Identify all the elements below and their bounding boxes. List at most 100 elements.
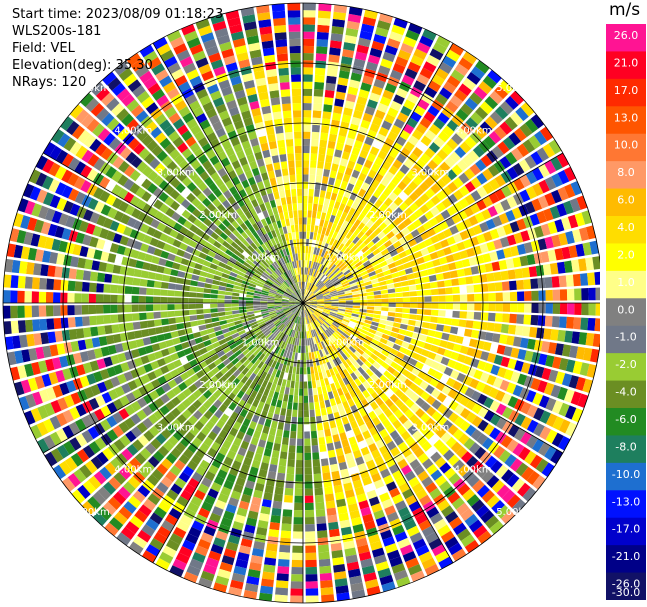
velocity-gate <box>198 276 207 283</box>
velocity-gate <box>176 520 190 533</box>
velocity-gate <box>288 303 296 305</box>
velocity-gate <box>389 430 400 440</box>
velocity-gate <box>217 394 227 403</box>
velocity-gate <box>174 297 182 303</box>
velocity-gate <box>245 124 256 134</box>
velocity-gate <box>373 479 385 489</box>
velocity-gate <box>271 507 282 517</box>
velocity-gate <box>172 558 187 571</box>
velocity-gate <box>131 286 140 295</box>
velocity-gate <box>316 255 321 263</box>
velocity-gate <box>186 353 195 362</box>
velocity-gate <box>313 96 323 104</box>
velocity-gate <box>38 291 47 303</box>
velocity-gate <box>516 243 527 255</box>
velocity-gate <box>303 67 314 75</box>
velocity-gate <box>170 200 180 211</box>
velocity-gate <box>365 288 374 293</box>
velocity-gate <box>485 455 498 469</box>
velocity-gate <box>479 451 492 464</box>
velocity-gate <box>502 313 510 323</box>
velocity-gate <box>547 249 557 262</box>
velocity-gate <box>447 262 457 271</box>
velocity-gate <box>466 494 480 507</box>
velocity-gate <box>311 314 317 321</box>
velocity-gate <box>471 499 485 513</box>
velocity-gate <box>346 20 360 30</box>
velocity-gate <box>275 279 282 285</box>
velocity-gate <box>452 428 464 441</box>
velocity-gate <box>237 342 246 350</box>
velocity-gate <box>276 331 282 338</box>
velocity-gate <box>329 535 341 545</box>
velocity-gate <box>194 130 205 142</box>
velocity-gate <box>475 504 490 518</box>
velocity-gate <box>412 147 423 158</box>
velocity-gate <box>363 191 372 201</box>
velocity-gate <box>135 260 144 269</box>
velocity-gate <box>167 310 176 318</box>
velocity-gate <box>489 111 503 125</box>
velocity-gate <box>288 269 293 277</box>
velocity-gate <box>267 307 276 311</box>
velocity-gate <box>413 447 425 458</box>
velocity-gate <box>418 424 430 435</box>
velocity-gate <box>376 183 386 193</box>
velocity-gate <box>297 274 300 282</box>
velocity-gate <box>39 277 47 290</box>
velocity-gate <box>410 164 422 175</box>
velocity-gate <box>71 125 85 140</box>
velocity-gate <box>338 461 348 471</box>
velocity-gate <box>391 272 400 279</box>
velocity-gate <box>243 456 253 466</box>
velocity-gate <box>430 451 442 463</box>
velocity-gate <box>320 341 326 349</box>
velocity-gate <box>288 329 293 337</box>
velocity-gate <box>285 271 290 279</box>
velocity-gate <box>424 358 434 367</box>
velocity-gate <box>282 273 288 280</box>
velocity-gate <box>240 440 250 450</box>
velocity-gate <box>336 194 343 203</box>
velocity-gate <box>251 107 262 117</box>
velocity-gate <box>24 276 33 289</box>
velocity-gate <box>464 328 473 338</box>
velocity-gate <box>263 54 276 64</box>
velocity-gate <box>336 314 344 318</box>
velocity-gate <box>405 453 417 464</box>
velocity-gate <box>455 446 468 459</box>
velocity-gate <box>532 438 545 453</box>
velocity-gate <box>308 188 314 197</box>
velocity-gate <box>582 242 592 256</box>
velocity-gate <box>230 241 239 250</box>
velocity-gate <box>537 277 546 289</box>
velocity-gate <box>561 373 573 387</box>
velocity-gate <box>187 404 197 415</box>
velocity-gate <box>129 195 141 207</box>
velocity-gate <box>303 131 311 139</box>
velocity-gate <box>362 476 373 486</box>
velocity-gate <box>249 420 257 430</box>
velocity-gate <box>380 177 390 187</box>
velocity-gate <box>310 322 315 330</box>
velocity-gate <box>305 524 315 532</box>
velocity-gate <box>400 430 411 441</box>
velocity-gate <box>450 326 459 335</box>
velocity-gate <box>458 384 469 395</box>
velocity-gate <box>547 221 558 235</box>
velocity-gate <box>297 316 300 324</box>
velocity-gate <box>431 303 439 309</box>
velocity-gate <box>316 343 321 351</box>
velocity-gate <box>216 350 226 358</box>
velocity-gate <box>319 274 326 281</box>
velocity-gate <box>53 279 62 291</box>
velocity-gate <box>198 136 209 148</box>
velocity-gate <box>543 208 554 222</box>
velocity-gate <box>298 395 303 403</box>
velocity-gate <box>361 182 370 192</box>
velocity-gate <box>516 218 527 231</box>
velocity-gate <box>136 90 150 104</box>
velocity-gate <box>280 234 286 242</box>
velocity-gate <box>16 229 27 244</box>
velocity-gate <box>363 338 371 346</box>
